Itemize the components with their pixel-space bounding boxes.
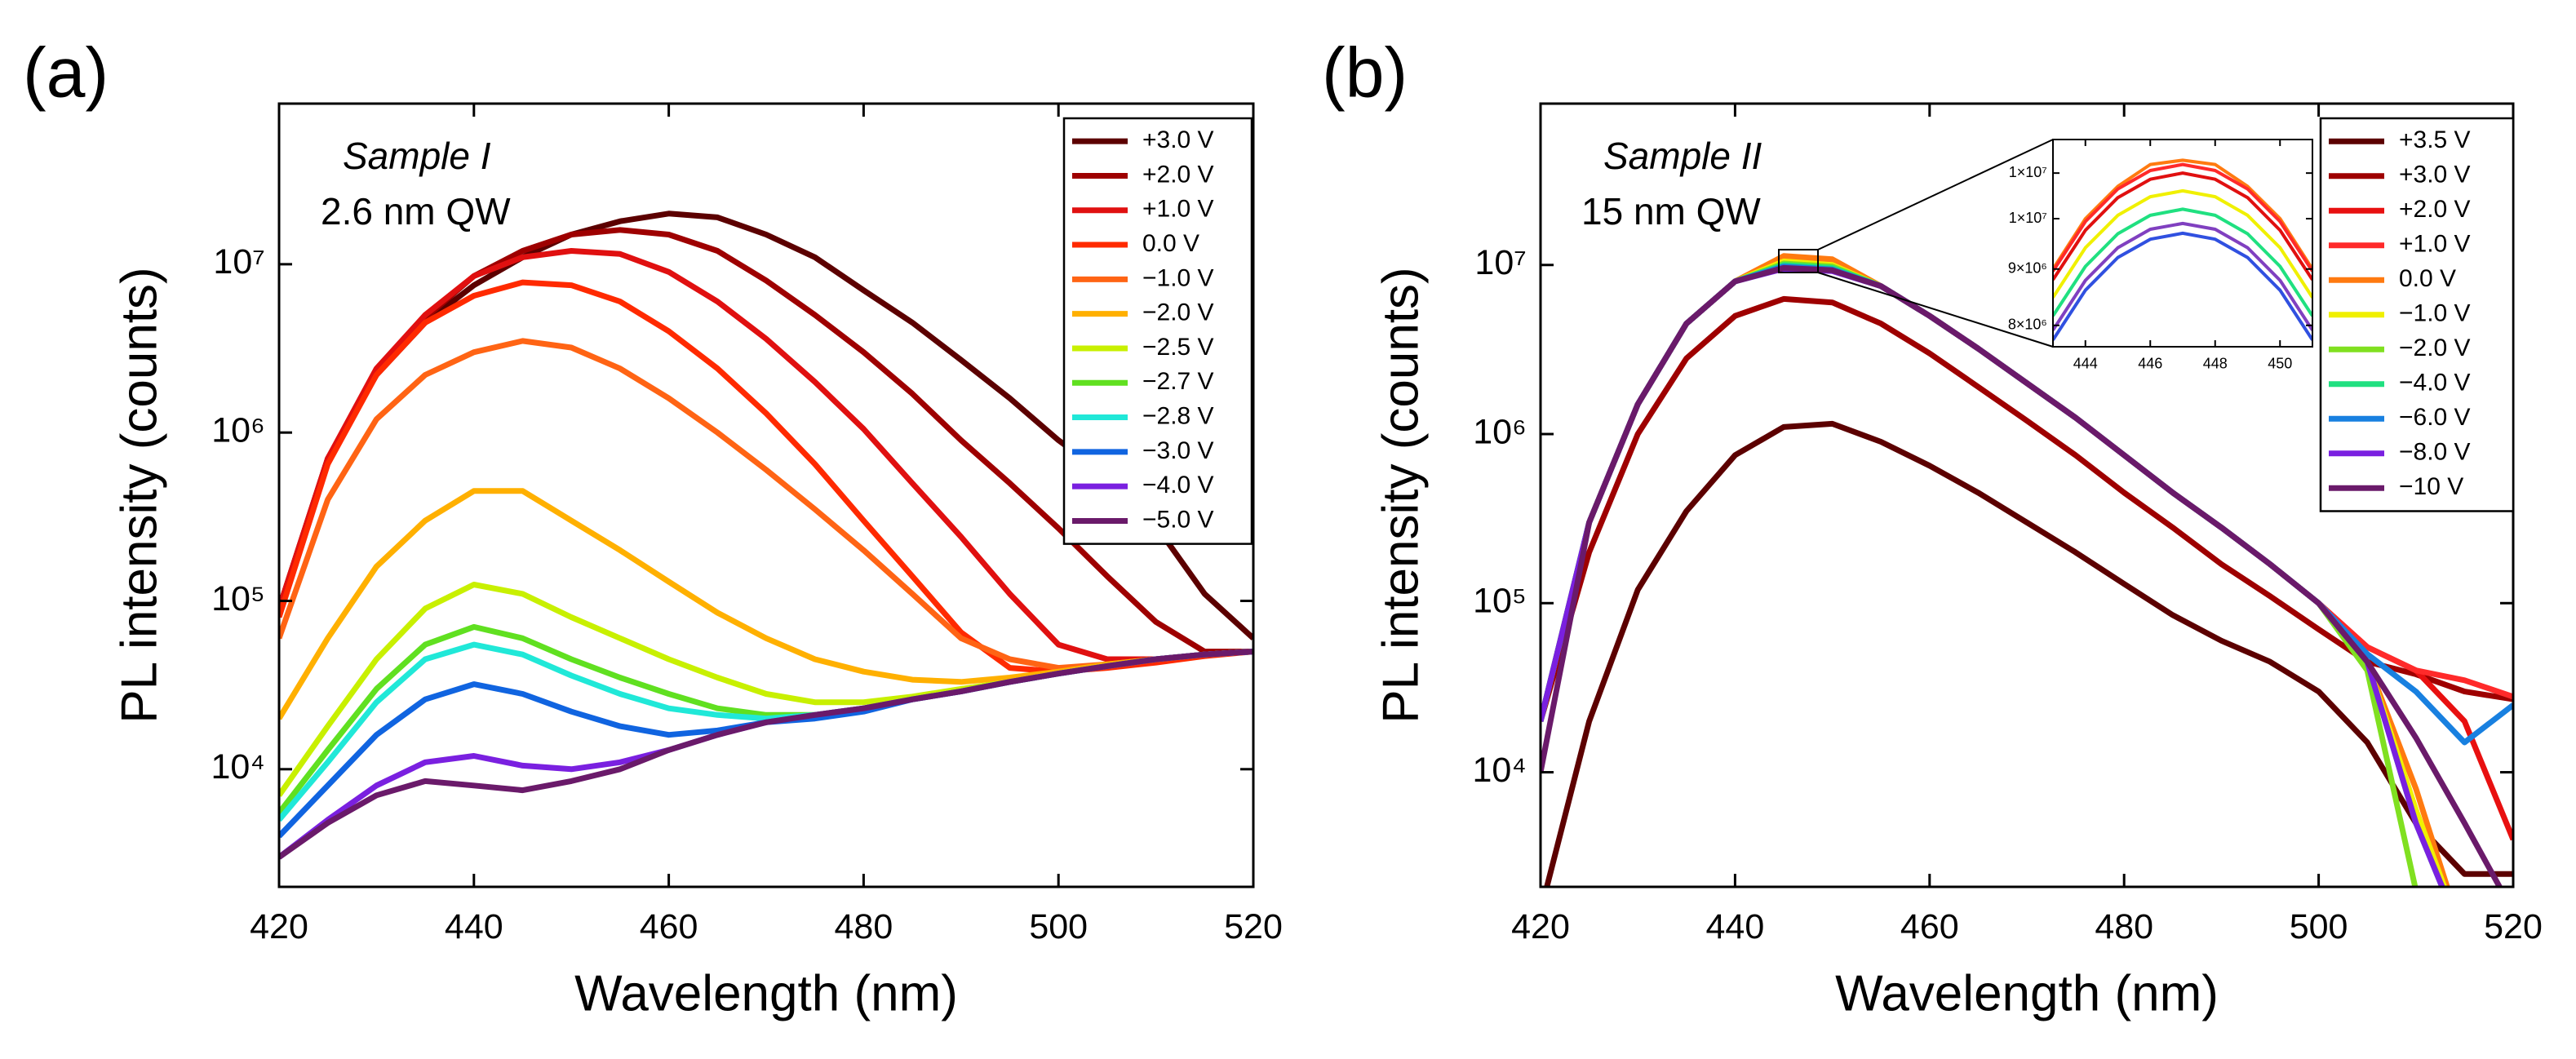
panel-label: (a) bbox=[23, 34, 109, 113]
x-axis-label: Wavelength (nm) bbox=[574, 965, 958, 1021]
legend-label: −5.0 V bbox=[1142, 506, 1214, 533]
panel-label: (b) bbox=[1322, 34, 1408, 113]
y-tick-label: 10⁴ bbox=[211, 747, 264, 786]
zoom-connector bbox=[1817, 272, 2054, 348]
y-tick-label: 9×10⁶ bbox=[2008, 260, 2047, 277]
x-tick-label: 420 bbox=[1511, 907, 1570, 946]
y-axis-label: PL intensity (counts) bbox=[1372, 267, 1429, 723]
plot-frame bbox=[2052, 139, 2313, 348]
legend-label: −2.7 V bbox=[1142, 368, 1214, 395]
series-line bbox=[2053, 171, 2312, 281]
x-tick-label: 480 bbox=[835, 907, 893, 946]
series-line bbox=[279, 248, 1253, 662]
series-line bbox=[2053, 221, 2312, 331]
legend-label: +3.0 V bbox=[2399, 162, 2471, 188]
y-tick-label: 10⁵ bbox=[211, 579, 265, 618]
y-tick-label: 10⁵ bbox=[1473, 582, 1527, 621]
series-line bbox=[2053, 188, 2312, 299]
legend-label: +3.5 V bbox=[2399, 126, 2471, 153]
annotation: 15 nm QW bbox=[1581, 190, 1761, 233]
x-tick-label: 448 bbox=[2203, 355, 2228, 371]
legend-label: −6.0 V bbox=[2399, 404, 2471, 431]
series-line bbox=[1544, 420, 2513, 887]
legend-label: −1.0 V bbox=[1142, 264, 1214, 291]
x-tick-label: 520 bbox=[1224, 907, 1283, 946]
y-tick-label: 10⁶ bbox=[1473, 412, 1527, 451]
legend-label: −1.0 V bbox=[2399, 300, 2471, 327]
plot-area bbox=[279, 210, 1253, 860]
legend-label: −3.0 V bbox=[1142, 437, 1214, 464]
x-tick-label: 440 bbox=[445, 907, 503, 946]
x-axis-label: Wavelength (nm) bbox=[1835, 965, 2219, 1021]
y-axis-label: PL intensity (counts) bbox=[111, 267, 167, 723]
x-tick-label: 420 bbox=[250, 907, 308, 946]
annotation: Sample I bbox=[343, 135, 491, 177]
legend-label: +2.0 V bbox=[2399, 196, 2471, 223]
legend-label: −4.0 V bbox=[1142, 472, 1214, 498]
legend-label: −2.8 V bbox=[1142, 402, 1214, 429]
y-tick-label: 10⁴ bbox=[1472, 751, 1526, 790]
zoom-box bbox=[1778, 249, 1819, 273]
annotation: 2.6 nm QW bbox=[321, 190, 511, 233]
legend-label: +3.0 V bbox=[1142, 126, 1214, 153]
x-tick-label: 460 bbox=[1900, 907, 1959, 946]
legend-label: 0.0 V bbox=[1142, 230, 1199, 257]
legend-label: −10 V bbox=[2399, 473, 2463, 500]
series-line bbox=[2053, 162, 2312, 273]
legend-box bbox=[1062, 117, 1253, 545]
series-line bbox=[279, 649, 1253, 860]
x-tick-label: 444 bbox=[2073, 355, 2098, 371]
x-tick-label: 500 bbox=[1029, 907, 1088, 946]
zoom-connector bbox=[1817, 139, 2054, 250]
x-tick-label: 500 bbox=[2290, 907, 2348, 946]
legend-label: 0.0 V bbox=[2399, 265, 2456, 292]
series-line bbox=[279, 641, 1253, 822]
y-tick-label: 10⁷ bbox=[213, 242, 264, 281]
series-line bbox=[279, 649, 1253, 839]
y-tick-label: 1×10⁷ bbox=[2009, 164, 2047, 180]
legend-label: −8.0 V bbox=[2399, 439, 2471, 466]
plot-frame bbox=[277, 102, 1255, 888]
y-tick-label: 1×10⁷ bbox=[2009, 210, 2047, 226]
x-tick-label: 450 bbox=[2268, 355, 2292, 371]
legend-label: −2.5 V bbox=[1142, 334, 1214, 361]
legend-label: −2.0 V bbox=[2399, 335, 2471, 361]
legend-label: −2.0 V bbox=[1142, 299, 1214, 326]
series-line bbox=[2053, 158, 2312, 270]
plot-area bbox=[1541, 253, 2513, 887]
x-tick-label: 446 bbox=[2138, 355, 2162, 371]
series-line bbox=[1541, 264, 2503, 887]
legend-label: −4.0 V bbox=[2399, 370, 2471, 397]
x-tick-label: 480 bbox=[2095, 907, 2153, 946]
series-line bbox=[2053, 231, 2312, 341]
x-tick-label: 520 bbox=[2484, 907, 2543, 946]
x-tick-label: 440 bbox=[1706, 907, 1765, 946]
x-tick-label: 460 bbox=[640, 907, 698, 946]
series-line bbox=[279, 649, 1253, 860]
annotation: Sample II bbox=[1603, 135, 1762, 177]
legend-label: +1.0 V bbox=[1142, 196, 1214, 223]
y-tick-label: 10⁶ bbox=[211, 411, 265, 450]
legend-label: +2.0 V bbox=[1142, 161, 1214, 188]
plot-area bbox=[2053, 158, 2312, 341]
y-tick-label: 10⁷ bbox=[1474, 243, 1526, 282]
series-line bbox=[2053, 207, 2312, 317]
y-tick-label: 8×10⁶ bbox=[2008, 317, 2047, 333]
legend-label: +1.0 V bbox=[2399, 231, 2471, 258]
